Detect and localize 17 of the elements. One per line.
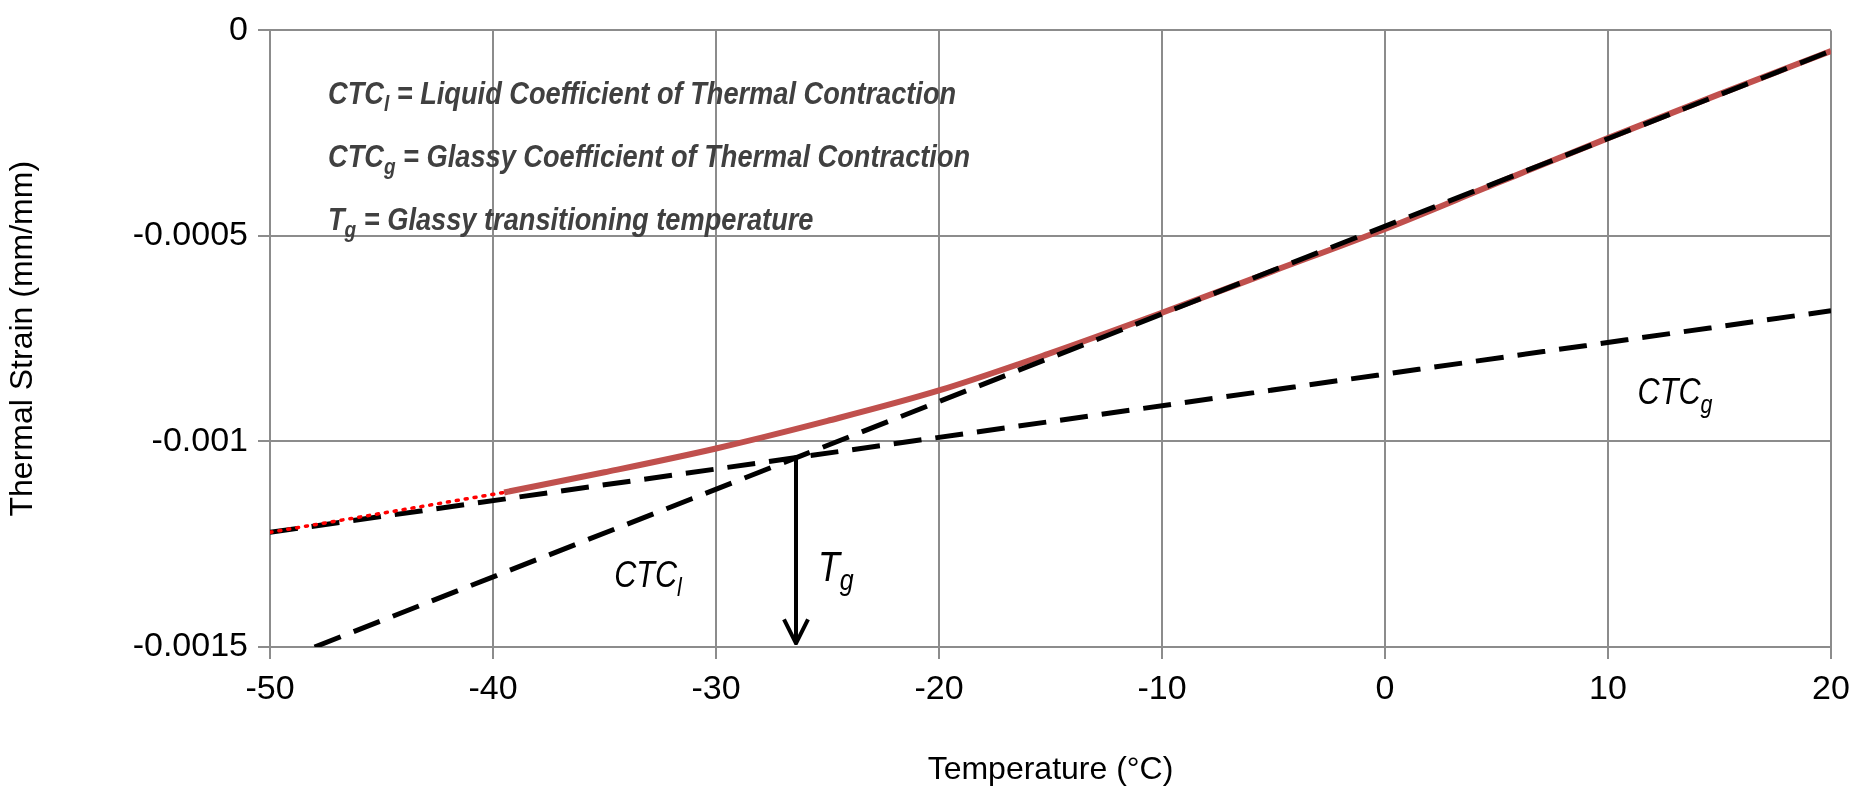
x-tick-label: 20 [1812, 667, 1850, 706]
x-axis-title: Temperature (°C) [927, 749, 1174, 786]
y-tick-label: 0 [229, 8, 248, 47]
x-tick-label: -40 [468, 667, 518, 706]
x-tick-label: -20 [914, 667, 964, 706]
y-tick-label: -0.0005 [132, 214, 248, 253]
series-label: CTC$_{g}$ [1637, 371, 1713, 419]
annotation: T$_{g}$ [818, 543, 855, 598]
y-axis-title: Thermal Strain (mm/mm) [3, 160, 40, 517]
x-tick-label: -50 [245, 667, 295, 706]
x-tick-label: 0 [1375, 667, 1395, 706]
series-label: CTC$_{l}$ [614, 554, 683, 602]
x-tick-label: -30 [691, 667, 741, 706]
y-tick-label: -0.0015 [132, 625, 248, 664]
x-tick-label: -10 [1137, 667, 1187, 706]
x-tick-label: 10 [1589, 667, 1627, 706]
y-tick-label: -0.001 [151, 419, 248, 458]
